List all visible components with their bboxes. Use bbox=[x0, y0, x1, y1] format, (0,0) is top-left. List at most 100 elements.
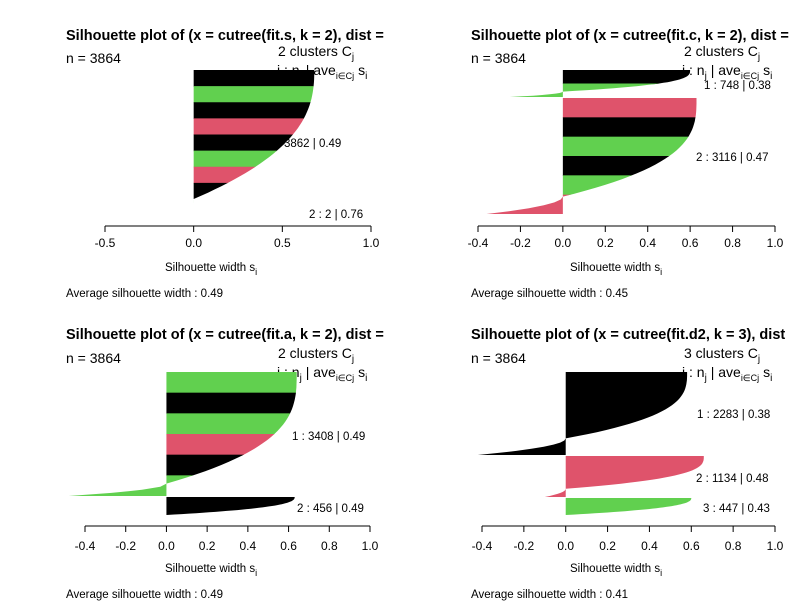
silhouette-band bbox=[486, 194, 697, 214]
silhouette-band bbox=[166, 497, 295, 515]
silhouette-band bbox=[193, 102, 315, 119]
average-silhouette-label: Average silhouette width : 0.49 bbox=[66, 288, 223, 300]
x-tick-label: 0.2 bbox=[597, 236, 614, 250]
plot-title: Silhouette plot of (x = cutree(fit.s, k … bbox=[66, 28, 384, 44]
x-tick-label: 0.4 bbox=[641, 539, 658, 553]
x-axis-label: Silhouette width si bbox=[165, 262, 257, 277]
x-tick-label: 0.0 bbox=[557, 539, 574, 553]
x-tick-label: 0.6 bbox=[280, 539, 297, 553]
x-axis-label: Silhouette width si bbox=[165, 563, 257, 578]
x-tick-label: -0.2 bbox=[115, 539, 136, 553]
x-tick-label: -0.5 bbox=[95, 236, 116, 250]
silhouette-band bbox=[193, 182, 315, 199]
silhouette-band bbox=[193, 118, 315, 136]
plot-title: Silhouette plot of (x = cutree(fit.d2, k… bbox=[471, 327, 785, 343]
silhouette-band bbox=[486, 175, 697, 196]
silhouette-band bbox=[477, 372, 688, 455]
average-silhouette-label: Average silhouette width : 0.41 bbox=[471, 589, 628, 601]
cluster-labels: 1 : 748 | 0.38 2 : 3116 | 0.47 bbox=[696, 80, 771, 164]
x-tick-label: 1.0 bbox=[767, 539, 784, 553]
silhouette-band bbox=[68, 413, 297, 435]
cluster-2-silhouette bbox=[193, 200, 194, 214]
cluster-1-label: 1 : 3408 | 0.49 bbox=[292, 431, 365, 443]
cluster-2-silhouette bbox=[166, 497, 295, 515]
x-tick-label: 0.6 bbox=[682, 236, 699, 250]
clusters-label: 3 clusters Cj bbox=[684, 345, 760, 365]
cluster-1-label: 1 : 3862 | 0.49 bbox=[268, 138, 341, 150]
n-label: n = 3864 bbox=[471, 50, 526, 66]
cluster-2-silhouette bbox=[486, 98, 697, 214]
x-axis: -0.4 -0.2 0.0 0.2 0.4 0.6 0.8 1.0 bbox=[75, 525, 379, 553]
panel-fit-d2: Silhouette plot of (x = cutree(fit.d2, k… bbox=[471, 327, 785, 601]
cluster-3-silhouette bbox=[565, 498, 692, 515]
average-silhouette-label: Average silhouette width : 0.45 bbox=[471, 288, 628, 300]
x-tick-label: 0.8 bbox=[321, 539, 338, 553]
x-tick-label: 0.0 bbox=[555, 236, 572, 250]
x-tick-label: 0.4 bbox=[639, 236, 656, 250]
x-tick-label: 0.5 bbox=[274, 236, 291, 250]
x-axis: -0.4 -0.2 0.0 0.2 0.4 0.6 0.8 1.0 bbox=[468, 225, 784, 250]
cluster-1-silhouette bbox=[193, 70, 315, 199]
silhouette-bars bbox=[68, 372, 297, 515]
x-tick-label: -0.4 bbox=[75, 539, 96, 553]
silhouette-band bbox=[68, 372, 297, 394]
x-axis-label: Silhouette width si bbox=[570, 563, 662, 578]
silhouette-band bbox=[565, 498, 692, 515]
cluster-2-label: 2 : 456 | 0.49 bbox=[297, 503, 364, 515]
x-tick-label: 0.6 bbox=[683, 539, 700, 553]
silhouette-band bbox=[509, 83, 691, 97]
x-tick-label: -0.4 bbox=[472, 539, 493, 553]
x-tick-label: -0.4 bbox=[468, 236, 489, 250]
cluster-3-label: 3 : 447 | 0.43 bbox=[703, 503, 770, 515]
silhouette-band bbox=[486, 136, 697, 157]
cluster-labels: 1 : 2283 | 0.38 2 : 1134 | 0.48 3 : 447 | … bbox=[696, 409, 770, 515]
cluster-1-label: 1 : 2283 | 0.38 bbox=[697, 409, 770, 421]
clusters-label: 2 clusters Cj bbox=[278, 43, 354, 63]
x-tick-label: 0.8 bbox=[724, 236, 741, 250]
silhouette-band bbox=[486, 156, 697, 176]
silhouette-band bbox=[68, 392, 297, 414]
x-tick-label: 1.0 bbox=[767, 236, 784, 250]
plot-title: Silhouette plot of (x = cutree(fit.a, k … bbox=[66, 327, 384, 343]
silhouette-band bbox=[193, 86, 315, 103]
x-tick-label: 0.2 bbox=[199, 539, 216, 553]
silhouette-band bbox=[68, 454, 297, 476]
cluster-2-label: 2 : 1134 | 0.48 bbox=[696, 473, 768, 485]
silhouette-band bbox=[544, 456, 704, 497]
silhouette-band bbox=[68, 434, 297, 456]
x-tick-label: 0.0 bbox=[158, 539, 175, 553]
cluster-2-silhouette bbox=[544, 456, 704, 497]
x-axis: -0.4 -0.2 0.0 0.2 0.4 0.6 0.8 1.0 bbox=[472, 525, 784, 553]
silhouette-band bbox=[486, 117, 697, 138]
x-tick-label: 0.0 bbox=[185, 236, 202, 250]
x-tick-label: 1.0 bbox=[362, 539, 379, 553]
cluster-2-label: 2 : 3116 | 0.47 bbox=[696, 152, 768, 164]
silhouette-band bbox=[193, 70, 315, 87]
n-label: n = 3864 bbox=[471, 350, 526, 366]
silhouette-band bbox=[486, 98, 697, 118]
x-axis: -0.5 0.0 0.5 1.0 bbox=[95, 225, 380, 250]
silhouette-band bbox=[509, 70, 691, 85]
cluster-1-silhouette bbox=[477, 372, 688, 455]
panel-fit-s: Silhouette plot of (x = cutree(fit.s, k … bbox=[66, 28, 384, 300]
x-tick-label: 1.0 bbox=[363, 236, 380, 250]
x-axis-label: Silhouette width si bbox=[570, 262, 662, 277]
n-label: n = 3864 bbox=[66, 350, 121, 366]
clusters-label: 2 clusters Cj bbox=[278, 345, 354, 365]
cluster-1-silhouette bbox=[509, 70, 691, 97]
x-tick-label: 0.4 bbox=[240, 539, 257, 553]
x-tick-label: 0.2 bbox=[599, 539, 616, 553]
cluster-1-label: 1 : 748 | 0.38 bbox=[704, 80, 771, 92]
panel-fit-c: Silhouette plot of (x = cutree(fit.c, k … bbox=[468, 28, 789, 300]
cluster-1-silhouette bbox=[68, 372, 297, 496]
n-label: n = 3864 bbox=[66, 50, 121, 66]
panel-fit-a: Silhouette plot of (x = cutree(fit.a, k … bbox=[66, 327, 384, 601]
silhouette-band bbox=[193, 200, 194, 214]
x-tick-label: -0.2 bbox=[510, 236, 531, 250]
x-tick-label: 0.8 bbox=[725, 539, 742, 553]
silhouette-bars bbox=[477, 372, 704, 515]
cluster-2-label: 2 : 2 | 0.76 bbox=[309, 209, 363, 221]
